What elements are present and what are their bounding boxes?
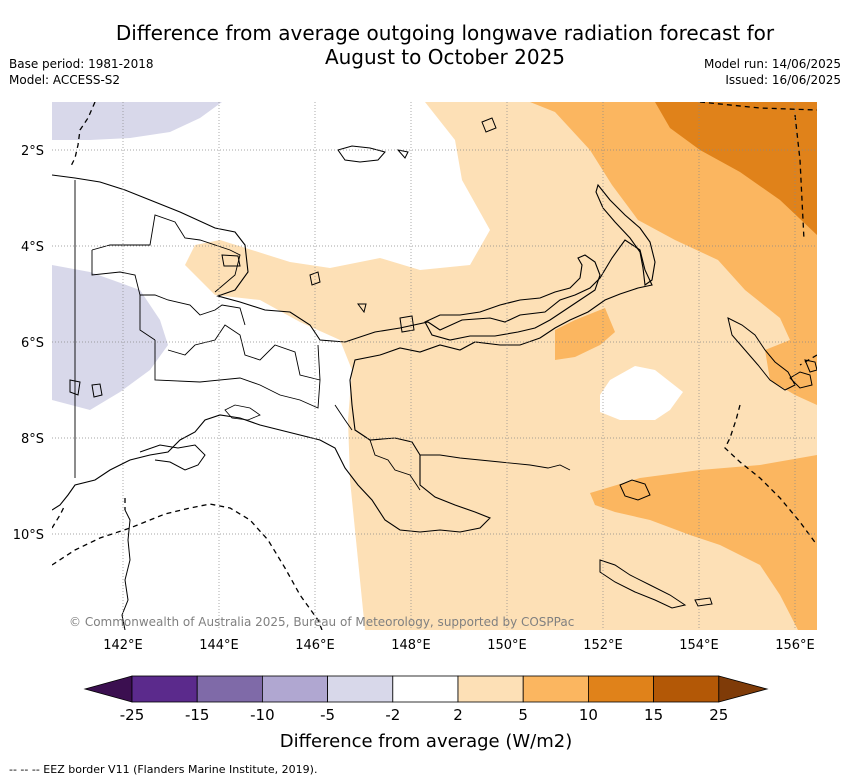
colorbar-tick-label: -25 xyxy=(120,706,145,724)
colorbar-title: Difference from average (W/m2) xyxy=(280,731,572,752)
colorbar-segment xyxy=(522,675,589,703)
colorbar xyxy=(83,675,769,703)
coastline-fly-delta xyxy=(224,404,261,421)
latitude-labels: 2°S 4°S 6°S 8°S 10°S xyxy=(13,144,44,543)
region-10-to-15 xyxy=(655,102,817,235)
colorbar-tick-label: -15 xyxy=(185,706,210,724)
colorbar-tick-label: -2 xyxy=(385,706,400,724)
coastline-new-britain xyxy=(424,254,601,341)
coastline-new-ireland xyxy=(595,183,656,286)
lon-label: 144°E xyxy=(199,638,239,653)
colorbar-tick-labels: -25 -15 -10 -5 -2 2 5 10 15 25 xyxy=(120,706,729,724)
region-neutral-hole xyxy=(600,366,683,420)
colorbar-tick-label: 5 xyxy=(518,706,528,724)
lon-label: 150°E xyxy=(487,638,527,653)
lat-label: 8°S xyxy=(21,432,44,447)
province-borders xyxy=(74,180,571,491)
colorbar-tick-label: 10 xyxy=(579,706,598,724)
title-line-1: Difference from average outgoing longwav… xyxy=(115,21,775,45)
coastline-manus xyxy=(337,117,497,163)
lon-label: 142°E xyxy=(103,638,143,653)
colorbar-segment xyxy=(588,675,655,703)
colorbar-segment xyxy=(131,675,198,703)
base-period: Base period: 1981-2018 xyxy=(9,57,154,71)
colorbar-tick-label: 25 xyxy=(709,706,728,724)
colorbar-tick-label: -10 xyxy=(250,706,275,724)
coastline-small-islands xyxy=(221,254,415,333)
colorbar-segment xyxy=(457,675,524,703)
region-5-to-10-northeast xyxy=(530,102,817,405)
colorbar-tick-label: 2 xyxy=(453,706,463,724)
colorbar-segment xyxy=(392,675,459,703)
coastline-gulf xyxy=(139,444,206,471)
lon-label: 148°E xyxy=(391,638,431,653)
lon-label: 146°E xyxy=(295,638,335,653)
eez-footnote: -- -- -- EEZ border V11 (Flanders Marine… xyxy=(9,763,318,776)
copyright-text: © Commonwealth of Australia 2025, Bureau… xyxy=(69,615,574,629)
lon-label: 156°E xyxy=(775,638,815,653)
colorbar-segment xyxy=(261,675,328,703)
lat-label: 6°S xyxy=(21,336,44,351)
coastline-dentrecasteaux xyxy=(599,479,713,609)
lat-label: 10°S xyxy=(13,528,44,543)
lat-label: 2°S xyxy=(21,144,44,159)
colorbar-segment xyxy=(327,675,394,703)
map-area xyxy=(52,102,817,630)
region-minus5-to-minus2-north xyxy=(52,102,222,140)
grid-lines xyxy=(52,102,817,630)
region-5-to-10-patch xyxy=(555,308,615,360)
colorbar-tick-label: 15 xyxy=(644,706,663,724)
region-5-to-10-southeast xyxy=(590,455,817,630)
model-name: Model: ACCESS-S2 xyxy=(9,73,121,87)
issued-date: Issued: 16/06/2025 xyxy=(725,73,841,87)
coastline-solomons xyxy=(789,359,817,389)
region-minus5-to-minus2-west xyxy=(52,265,168,410)
title-line-2: August to October 2025 xyxy=(324,45,566,69)
eez-border xyxy=(52,102,817,630)
lon-label: 152°E xyxy=(583,638,623,653)
colorbar-segment xyxy=(653,675,720,703)
lon-label: 154°E xyxy=(679,638,719,653)
coastline-new-guinea xyxy=(52,174,653,533)
colorbar-arrow-left xyxy=(83,675,133,703)
colorbar-tick-label: -5 xyxy=(320,706,335,724)
longitude-labels: 142°E 144°E 146°E 148°E 150°E 152°E 154°… xyxy=(103,638,815,653)
model-run: Model run: 14/06/2025 xyxy=(703,57,841,71)
colorbar-arrow-right xyxy=(718,675,769,703)
lat-label: 4°S xyxy=(21,240,44,255)
colorbar-segment xyxy=(196,675,263,703)
